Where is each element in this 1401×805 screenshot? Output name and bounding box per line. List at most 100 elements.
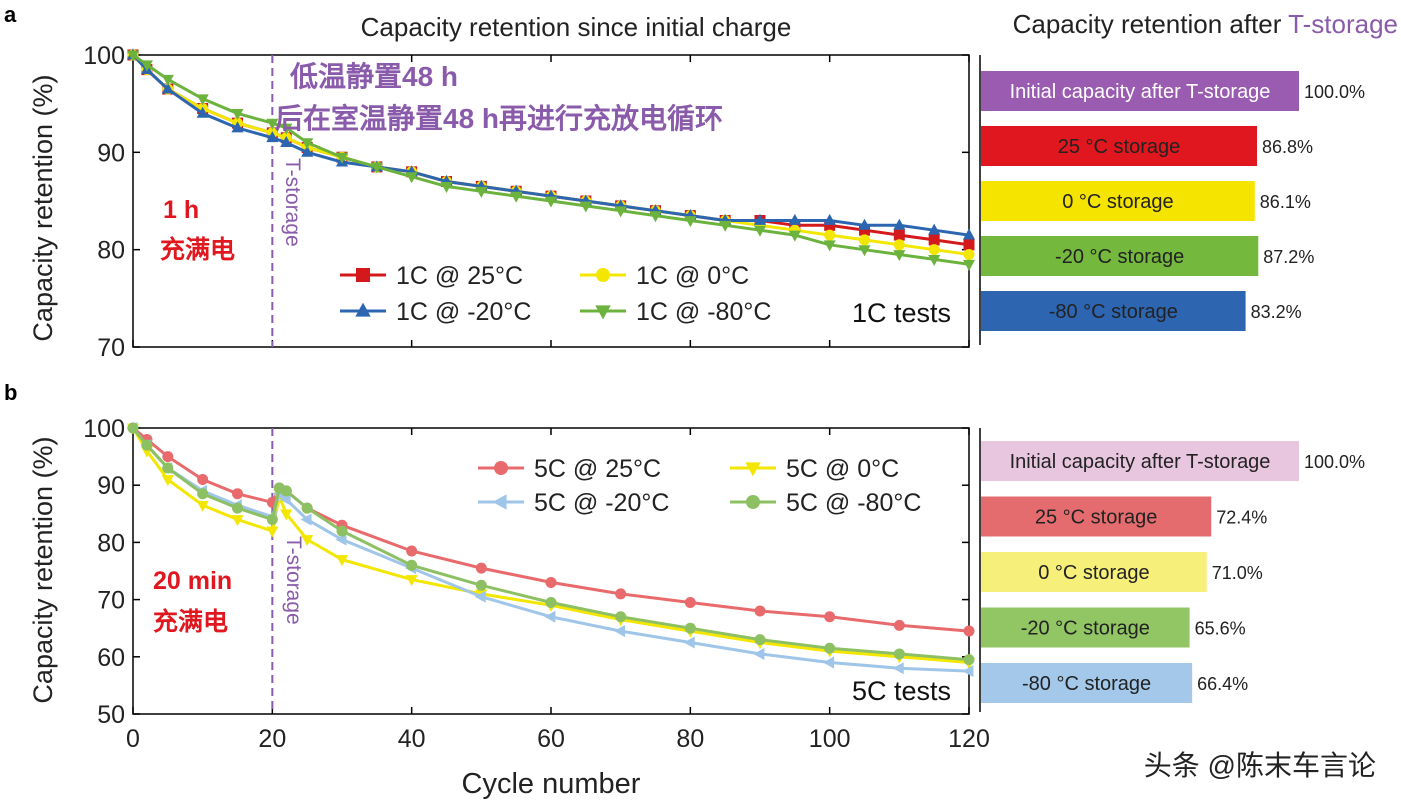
data-point <box>824 611 836 623</box>
bar-item: -20 °C storage 87.2% <box>981 236 1314 276</box>
data-point <box>162 451 174 463</box>
overlay-annotation-line2: 后在室温静置48 h再进行充放电循环 <box>275 102 723 134</box>
legend-item: 1C @ -20°C <box>340 298 531 326</box>
bar-value-label: 86.8% <box>1262 137 1313 157</box>
data-point <box>893 229 905 241</box>
legend-marker <box>596 268 610 282</box>
bar-item: -80 °C storage 83.2% <box>981 291 1302 331</box>
legend-item: 5C @ 0°C <box>730 455 899 483</box>
data-point <box>231 515 244 527</box>
bar <box>981 607 1190 648</box>
data-point <box>301 535 314 547</box>
data-point <box>197 473 209 485</box>
data-point <box>300 513 312 526</box>
data-point <box>823 240 836 252</box>
data-point <box>231 109 244 120</box>
series-line <box>131 53 970 256</box>
charge-time-a-line2: 充满电 <box>160 235 235 264</box>
panel-b-ylabel: Capacity retention (%) <box>28 436 58 703</box>
data-point <box>754 605 766 617</box>
bar-value-label: 65.6% <box>1195 619 1246 639</box>
bar <box>981 181 1255 221</box>
series-4 <box>127 422 975 666</box>
bar-value-label: 100.0% <box>1304 82 1365 102</box>
data-point <box>963 654 975 666</box>
x-tick-label: 80 <box>676 725 704 753</box>
bars-header-highlight: T-storage <box>1288 9 1398 39</box>
data-point <box>280 509 293 521</box>
bar-value-label: 87.2% <box>1263 247 1314 267</box>
legend-label: 5C @ -20°C <box>534 489 669 517</box>
bar-value-label: 83.2% <box>1251 302 1302 322</box>
bar-category-label: -20 °C storage <box>1055 246 1184 268</box>
data-point <box>280 485 292 497</box>
charge-time-a-line1: 1 h <box>163 196 199 224</box>
data-point <box>788 213 801 225</box>
legend-label: 1C @ 0°C <box>636 262 749 290</box>
bar-category-label: 0 °C storage <box>1038 562 1149 584</box>
data-point <box>928 223 941 235</box>
panel-b-label: b <box>4 380 17 405</box>
data-point <box>474 590 486 603</box>
y-tick-label: 100 <box>83 42 125 70</box>
data-point <box>824 219 836 231</box>
data-point <box>280 136 293 147</box>
data-point <box>141 439 153 451</box>
bar-category-label: 25 °C storage <box>1035 507 1158 529</box>
bar <box>981 552 1207 592</box>
y-tick-label: 80 <box>97 529 125 557</box>
legend-marker <box>746 495 760 509</box>
x-tick-label: 100 <box>809 725 851 753</box>
y-tick-label: 70 <box>97 334 125 362</box>
bar-item: Initial capacity after T-storage 100.0% <box>981 441 1365 481</box>
data-point <box>614 206 627 218</box>
data-point <box>579 201 592 213</box>
data-point <box>753 213 767 225</box>
data-point <box>405 575 418 587</box>
y-tick-label: 100 <box>83 415 125 443</box>
bar <box>981 496 1212 537</box>
y-tick-label: 60 <box>97 644 125 672</box>
bar-category-label: 25 °C storage <box>1058 136 1181 158</box>
data-point <box>197 488 209 500</box>
bar-category-label: -80 °C storage <box>1022 673 1151 695</box>
data-point <box>336 525 348 537</box>
data-point <box>893 218 906 230</box>
legend-label: 1C @ -80°C <box>636 298 771 326</box>
data-point <box>266 514 278 526</box>
data-point <box>928 234 940 246</box>
data-point <box>753 647 765 660</box>
data-point <box>475 579 487 591</box>
legend-label: 1C @ -20°C <box>396 298 531 326</box>
panel-a-label: a <box>4 2 17 27</box>
legend-marker <box>745 462 761 477</box>
x-tick-label: 40 <box>398 725 426 753</box>
bar-value-label: 72.4% <box>1216 508 1267 528</box>
data-point <box>823 213 836 225</box>
data-point <box>615 611 627 623</box>
data-point <box>335 533 347 546</box>
y-tick-label: 50 <box>97 701 125 729</box>
legend-marker <box>595 305 611 320</box>
tests-label-a: 1C tests <box>852 298 951 328</box>
data-point <box>684 596 696 608</box>
panel-a-legend: 1C @ 25°C 1C @ 0°C 1C @ -20°C 1C @ -80°C <box>340 262 771 326</box>
data-point <box>266 131 279 143</box>
bar <box>981 291 1246 331</box>
data-point <box>962 228 976 240</box>
legend-marker <box>494 461 508 475</box>
data-point <box>684 216 697 228</box>
data-point <box>893 250 906 262</box>
bars-header: Capacity retention after T-storage <box>1013 9 1398 39</box>
watermark: 头条 @陈末车言论 <box>1144 750 1376 781</box>
data-point <box>962 259 976 271</box>
legend-item: 5C @ 25°C <box>478 455 661 483</box>
data-point <box>753 225 767 237</box>
bar <box>981 236 1259 276</box>
data-point <box>858 245 871 257</box>
bar-value-label: 86.1% <box>1260 192 1311 212</box>
data-point <box>824 229 836 241</box>
data-point <box>406 545 418 557</box>
y-tick-label: 90 <box>97 139 125 167</box>
data-point <box>719 220 732 232</box>
